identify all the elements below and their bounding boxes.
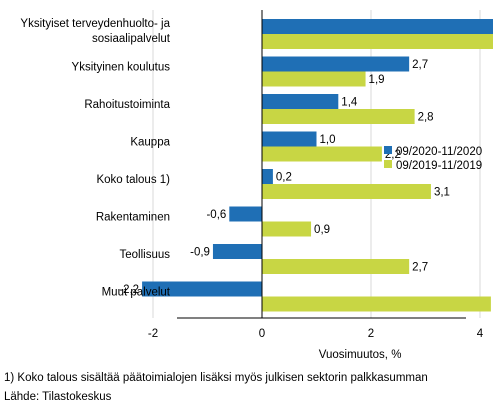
x-tick-label: 4	[477, 328, 484, 340]
category-label: Rahoitustoiminta	[84, 99, 170, 111]
category-labels: Yksityiset terveydenhuolto- ja sosiaalipa…	[20, 18, 170, 299]
x-axis-label: Vuosimuutos, %	[319, 349, 402, 361]
bar	[262, 131, 317, 147]
category-label: Muut palvelut	[102, 287, 171, 299]
x-tick-labels: -20246	[148, 328, 484, 340]
category-label: Kauppa	[130, 137, 170, 149]
legend-label: 09/2020-11/2020	[396, 146, 482, 158]
footnote: 1) Koko talous sisältää päätoimialojen l…	[4, 372, 428, 384]
legend-swatch	[384, 160, 392, 168]
x-tick-label: -2	[148, 328, 158, 340]
bar	[262, 56, 410, 72]
bar	[262, 34, 493, 49]
bar	[212, 244, 262, 259]
bar-chart: 4,97,32,71,91,42,81,02,20,23,1-0,60,9-0,…	[20, 10, 493, 361]
data-label: -0,9	[190, 247, 210, 259]
bar	[262, 109, 415, 124]
data-label: -0,6	[206, 209, 226, 221]
data-label: 1,9	[369, 74, 385, 86]
category-label: sosiaalipalvelut	[92, 33, 171, 45]
category-label: Teollisuus	[120, 249, 171, 261]
data-label: 0,2	[276, 172, 292, 184]
category-label: Koko talous 1)	[96, 174, 170, 186]
data-label: 1,0	[320, 134, 336, 146]
data-label: 0,9	[314, 224, 330, 236]
data-label: 2,7	[412, 262, 428, 274]
data-label: 2,7	[412, 59, 428, 71]
bar	[142, 281, 262, 297]
data-label: 2,8	[418, 112, 434, 124]
x-tick-label: 0	[259, 328, 265, 340]
category-label: Rakentaminen	[96, 212, 170, 224]
bar	[262, 19, 493, 34]
bar	[262, 146, 382, 162]
bar	[262, 221, 312, 237]
bar	[262, 169, 273, 184]
bar	[262, 71, 366, 87]
source-note: Lähde: Tilastokeskus	[4, 391, 112, 403]
x-tick-label: 2	[368, 328, 374, 340]
bar	[262, 184, 431, 199]
data-label: 1,4	[341, 97, 358, 109]
bar	[229, 206, 262, 222]
data-label: 3,1	[434, 187, 450, 199]
category-label: Yksityinen koulutus	[72, 62, 171, 74]
legend-label: 09/2019-11/2019	[396, 160, 482, 172]
bar	[262, 94, 339, 109]
bars: 4,97,32,71,91,42,81,02,20,23,1-0,60,9-0,…	[119, 19, 493, 312]
bar	[262, 296, 491, 312]
bar	[262, 259, 410, 274]
category-label: Yksityiset terveydenhuolto- ja	[20, 18, 170, 30]
legend-swatch	[384, 146, 392, 154]
zero-axis	[177, 10, 466, 319]
legend: 09/2020-11/2020 09/2019-11/2019	[384, 146, 482, 172]
data-label: -2,2	[119, 284, 139, 296]
